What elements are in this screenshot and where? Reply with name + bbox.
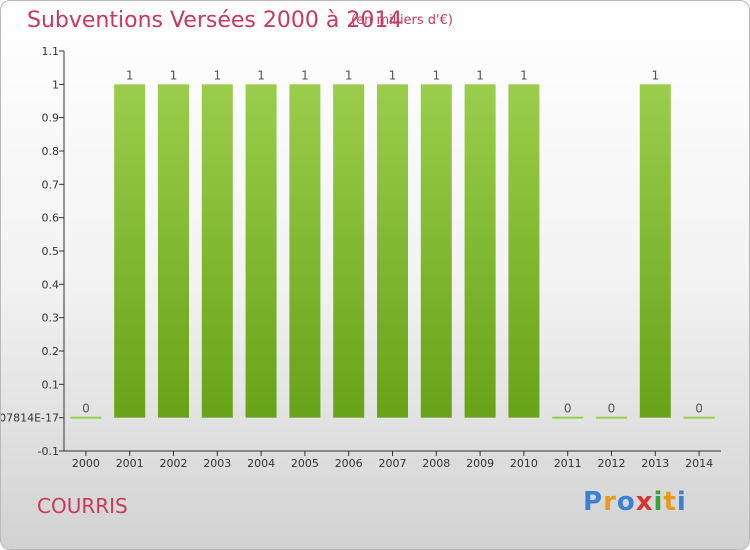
x-tick-label: 2010 <box>510 457 538 470</box>
bar <box>201 84 233 418</box>
data-label: 1 <box>345 68 353 82</box>
y-tick-label: 0.4 <box>42 278 60 291</box>
bar <box>508 84 540 418</box>
x-tick-label: 2004 <box>247 457 275 470</box>
bar <box>464 84 496 418</box>
y-tick-label: 0.2 <box>42 345 60 358</box>
bar <box>639 84 671 418</box>
y-tick-label: 0.7 <box>42 178 60 191</box>
bar <box>289 84 321 418</box>
x-tick-label: 2014 <box>685 457 713 470</box>
y-tick-label: 0.1 <box>42 378 60 391</box>
y-tick-label: 1.3877787807814E-17 <box>0 412 59 425</box>
logo-letter: o <box>616 487 636 517</box>
data-label: 1 <box>651 68 659 82</box>
x-tick-label: 2006 <box>335 457 363 470</box>
logo-letter: i <box>676 487 687 517</box>
y-tick-label: 0.5 <box>42 245 60 258</box>
x-tick-label: 2001 <box>116 457 144 470</box>
logo-letter: i <box>653 487 664 517</box>
logo-letter: t <box>663 487 677 517</box>
bar <box>158 84 189 418</box>
x-tick-label: 2007 <box>379 457 407 470</box>
y-tick-label: 1.1 <box>42 45 60 58</box>
bar <box>333 84 365 418</box>
bar <box>596 416 627 419</box>
x-tick-label: 2000 <box>72 457 100 470</box>
proxiti-logo[interactable]: Proxiti <box>583 487 687 517</box>
data-label: 1 <box>476 68 484 82</box>
data-label: 1 <box>520 68 528 82</box>
bar <box>245 84 277 418</box>
x-tick-label: 2011 <box>554 457 582 470</box>
x-tick-label: 2013 <box>641 457 669 470</box>
bar <box>70 416 102 419</box>
data-label: 0 <box>82 402 90 416</box>
data-label: 1 <box>170 68 178 82</box>
y-tick-label: 0.6 <box>42 212 60 225</box>
logo-letter: P <box>583 487 604 517</box>
bar <box>420 84 452 418</box>
data-label: 1 <box>213 68 221 82</box>
data-label: 1 <box>126 68 134 82</box>
data-label: 1 <box>257 68 265 82</box>
logo-letter: x <box>635 487 654 517</box>
logo-letter: r <box>603 487 617 517</box>
data-label: 0 <box>564 402 572 416</box>
y-tick-label: -0.1 <box>38 445 59 458</box>
x-tick-label: 2009 <box>466 457 494 470</box>
x-tick-label: 2012 <box>598 457 626 470</box>
bar-chart: -0.1 1.3877787807814E-17 0.1 0.2 0.3 0.4 0.5 0.… <box>0 45 721 470</box>
data-label: 1 <box>432 68 440 82</box>
chart-title: Subventions Versées 2000 à 2014 <box>27 8 403 33</box>
data-label: 1 <box>301 68 309 82</box>
data-label: 0 <box>608 402 616 416</box>
y-tick-label: 1 <box>52 78 59 91</box>
chart-subtitle: (en milliers d'€) <box>351 13 453 28</box>
commune-name: COURRIS <box>37 494 128 518</box>
x-tick-label: 2008 <box>422 457 450 470</box>
bar <box>683 416 715 419</box>
y-tick-label: 0.8 <box>42 145 60 158</box>
data-label: 1 <box>389 68 397 82</box>
x-tick-label: 2002 <box>160 457 188 470</box>
y-tick-label: 0.9 <box>42 112 60 125</box>
bar <box>114 84 146 418</box>
y-tick-label: 0.3 <box>42 312 60 325</box>
x-tick-label: 2003 <box>203 457 231 470</box>
data-label: 0 <box>695 402 703 416</box>
x-tick-label: 2005 <box>291 457 319 470</box>
bar <box>377 84 408 418</box>
bar <box>552 416 584 419</box>
